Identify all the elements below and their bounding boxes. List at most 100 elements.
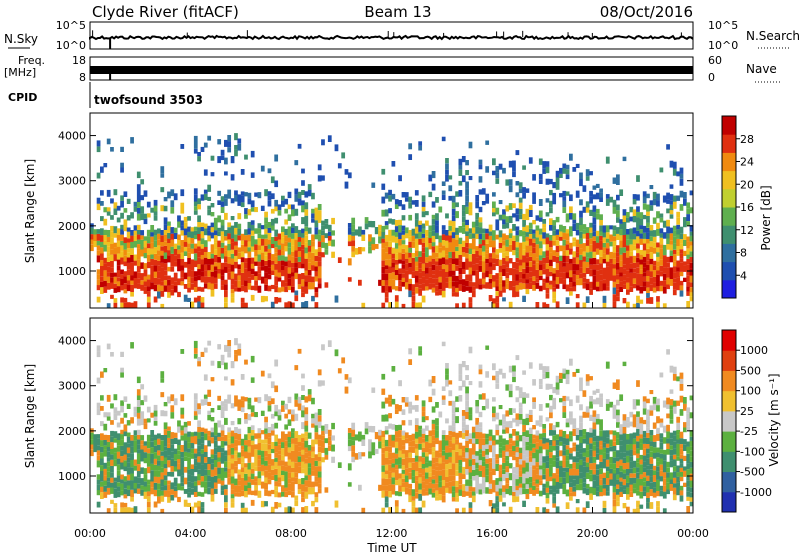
power-cell	[465, 225, 469, 232]
velocity-cell	[270, 430, 275, 436]
power-cell	[187, 216, 191, 221]
velocity-cell	[559, 372, 563, 379]
power-cell	[217, 139, 222, 145]
velocity-cell	[247, 446, 252, 453]
velocity-cell	[502, 462, 506, 470]
power-cell	[579, 238, 583, 244]
velocity-cell	[505, 488, 510, 495]
velocity-cell	[565, 455, 570, 461]
velocity-cell	[485, 345, 490, 350]
power-cell	[414, 261, 419, 267]
velocity-cell	[582, 482, 587, 488]
velocity-cell	[535, 420, 540, 426]
velocity-cell	[203, 457, 208, 463]
velocity-cell	[317, 434, 322, 440]
velocity-cell	[260, 430, 265, 435]
power-cell	[358, 226, 362, 231]
power-cell	[515, 262, 520, 270]
power-cell	[260, 165, 265, 172]
power-cell	[418, 268, 423, 273]
velocity-cell	[351, 440, 356, 446]
velocity-cell	[465, 491, 469, 496]
power-cell	[291, 223, 295, 228]
velocity-cell	[197, 445, 201, 452]
velocity-cell	[177, 454, 181, 460]
power-cell	[384, 269, 389, 274]
power-cell	[240, 195, 245, 203]
velocity-cell	[689, 456, 694, 462]
velocity-cell	[210, 417, 215, 422]
power-cell	[649, 252, 654, 259]
power-cell	[528, 282, 533, 289]
velocity-cell	[622, 414, 627, 421]
velocity-cell	[515, 440, 520, 447]
power-cell	[388, 259, 392, 267]
velocity-cell	[240, 477, 245, 485]
power-cell	[170, 266, 175, 272]
power-cell	[264, 265, 268, 273]
power-cell	[193, 248, 198, 254]
power-cell	[425, 236, 429, 243]
power-cell	[167, 279, 171, 286]
power-cell	[317, 204, 322, 211]
velocity-cell	[133, 435, 138, 441]
velocity-cell	[689, 440, 694, 447]
power-cell	[502, 280, 506, 287]
power-cell	[157, 255, 161, 261]
velocity-cell	[277, 444, 282, 451]
power-cell	[314, 214, 319, 221]
velocity-cell	[220, 436, 225, 441]
velocity-cell	[495, 383, 500, 389]
power-cell	[421, 206, 426, 212]
velocity-cell	[207, 481, 212, 488]
velocity-cell	[676, 400, 681, 406]
velocity-cell	[304, 491, 309, 499]
power-cell	[207, 259, 212, 265]
power-cell	[150, 265, 155, 272]
velocity-cell	[579, 448, 583, 453]
power-cell	[106, 252, 111, 257]
power-cell	[572, 274, 577, 282]
power-cell	[518, 202, 523, 209]
velocity-cell	[167, 480, 171, 485]
velocity-cell	[518, 487, 523, 495]
power-cell	[471, 238, 476, 244]
power-cell	[475, 226, 480, 234]
power-cell	[394, 264, 399, 270]
velocity-cell	[270, 469, 275, 476]
velocity-cell	[451, 407, 456, 414]
power-cell	[317, 272, 322, 279]
power-cell	[431, 246, 436, 253]
power-cell	[605, 242, 610, 249]
power-cell	[662, 220, 667, 228]
velocity-cell	[314, 432, 319, 440]
velocity-cell	[294, 468, 299, 473]
power-cell	[240, 272, 245, 280]
velocity-cell	[445, 452, 449, 460]
power-cell	[465, 181, 469, 189]
power-cell	[535, 215, 540, 221]
power-cell	[425, 242, 429, 248]
velocity-cell	[461, 484, 466, 491]
power-cell	[304, 191, 309, 198]
power-cell	[163, 275, 168, 281]
power-cell	[244, 268, 248, 276]
power-cell	[549, 284, 553, 290]
power-cell	[595, 275, 600, 282]
velocity-cell	[478, 444, 483, 449]
power-cell	[592, 194, 597, 200]
power-cell	[508, 215, 513, 223]
power-cell	[404, 263, 409, 271]
power-cell	[622, 284, 627, 289]
velocity-cell	[679, 472, 684, 477]
velocity-cell	[284, 491, 289, 498]
velocity-cell	[358, 436, 362, 442]
velocity-cell	[502, 491, 506, 498]
power-cell	[358, 231, 362, 237]
velocity-cell	[622, 463, 627, 470]
power-cell	[324, 249, 329, 255]
power-cell	[595, 183, 600, 188]
power-cell	[170, 277, 175, 285]
velocity-cell	[203, 347, 208, 353]
velocity-cell	[220, 490, 225, 495]
